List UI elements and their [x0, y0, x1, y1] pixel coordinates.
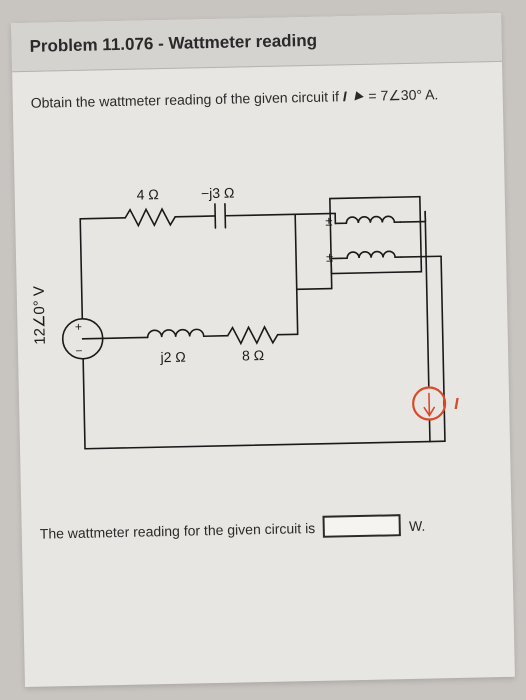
- cc-mark: ±: [325, 213, 332, 228]
- source-label: 12∠0° V: [31, 285, 49, 344]
- answer-unit: W.: [409, 517, 426, 533]
- answer-input[interactable]: [323, 514, 401, 538]
- current-symbol: I: [343, 88, 347, 104]
- i-arrow-label: I: [454, 395, 459, 412]
- problem-prompt: Obtain the wattmeter reading of the give…: [12, 62, 503, 124]
- c-top-label: −j3 Ω: [201, 184, 235, 201]
- cursor-icon: [351, 89, 363, 100]
- page: Problem 11.076 - Wattmeter reading Obtai…: [11, 13, 515, 687]
- r-top-label: 4 Ω: [136, 186, 158, 202]
- current-value: 7∠30° A.: [380, 86, 438, 103]
- problem-title: Problem 11.076 - Wattmeter reading: [29, 27, 483, 57]
- source-neg: −: [75, 343, 82, 357]
- r-mid-label: 8 Ω: [242, 347, 264, 363]
- answer-prefix: The wattmeter reading for the given circ…: [40, 520, 316, 542]
- prompt-text: Obtain the wattmeter reading of the give…: [31, 88, 343, 111]
- source-pos: +: [75, 319, 82, 333]
- l-mid-label: j2 Ω: [159, 348, 186, 365]
- pc-mark: ±: [326, 249, 333, 264]
- circuit-diagram: 12∠0° V + − 4 Ω −j3 Ω j2 Ω 8 Ω ± ± I: [29, 130, 496, 500]
